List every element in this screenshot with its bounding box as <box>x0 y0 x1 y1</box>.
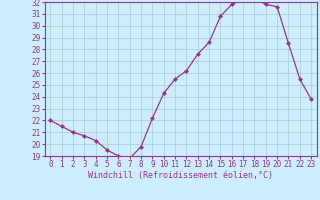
X-axis label: Windchill (Refroidissement éolien,°C): Windchill (Refroidissement éolien,°C) <box>88 171 273 180</box>
